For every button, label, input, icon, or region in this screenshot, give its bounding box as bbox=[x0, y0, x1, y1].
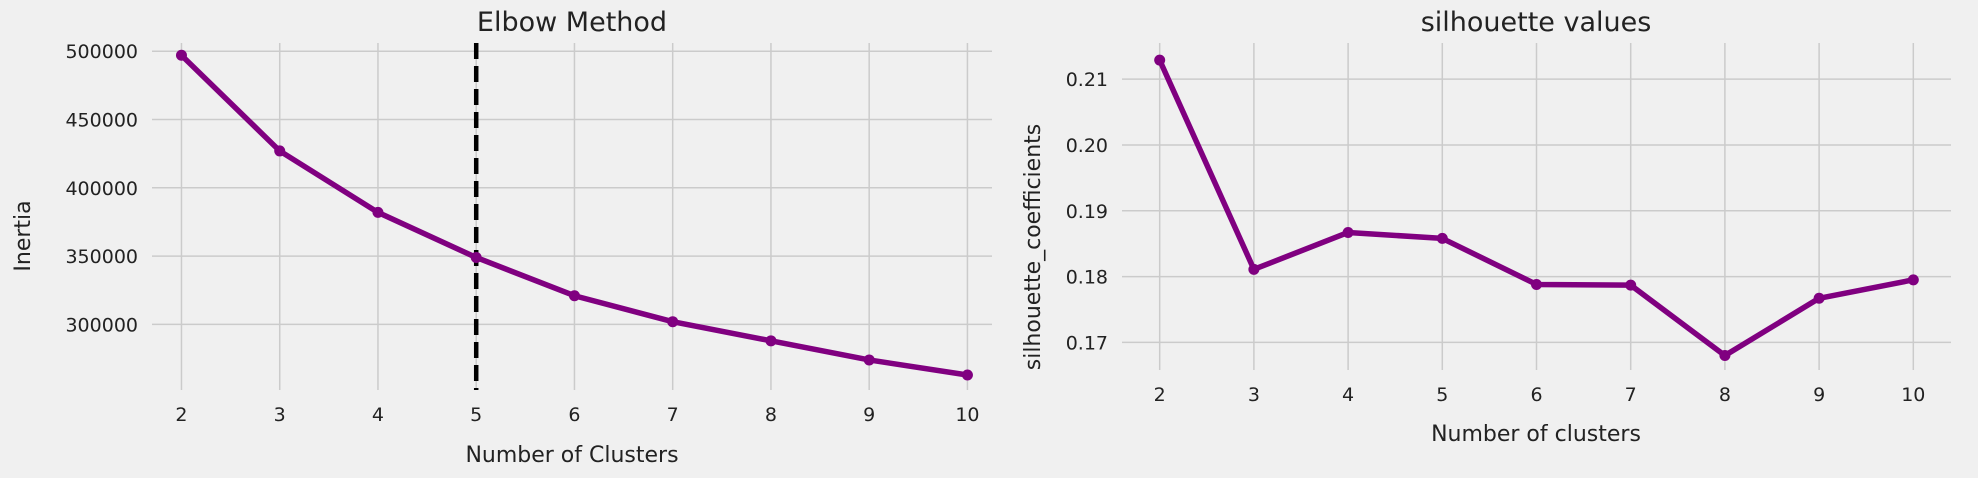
elbow-x-label: Number of Clusters bbox=[465, 443, 678, 468]
elbow-data-point bbox=[961, 369, 973, 381]
elbow-y-ticks: 300000 350000 400000 450000 500000 bbox=[65, 41, 138, 336]
silhouette-y-ticks: 0.17 0.18 0.19 0.20 0.21 bbox=[1066, 69, 1108, 354]
silhouette-x-tick-label: 2 bbox=[1154, 384, 1166, 406]
silhouette-x-tick-label: 6 bbox=[1530, 384, 1542, 406]
elbow-y-tick-label: 350000 bbox=[65, 246, 138, 268]
silhouette-data-point bbox=[1436, 232, 1448, 244]
silhouette-chart: 2 3 4 5 6 7 8 9 10 0.17 0.18 0.19 0.20 0.21 silhouet… bbox=[1021, 7, 1951, 447]
silhouette-x-label: Number of clusters bbox=[1431, 422, 1641, 447]
silhouette-x-ticks: 2 3 4 5 6 7 8 9 10 bbox=[1154, 384, 1926, 406]
silhouette-y-tick-label: 0.20 bbox=[1066, 135, 1108, 157]
silhouette-x-tick-label: 3 bbox=[1248, 384, 1260, 406]
silhouette-data-point bbox=[1154, 54, 1166, 66]
elbow-data-point bbox=[667, 316, 679, 328]
elbow-x-tick-label: 4 bbox=[372, 404, 384, 426]
silhouette-x-tick-label: 4 bbox=[1342, 384, 1354, 406]
elbow-x-tick-label: 2 bbox=[175, 404, 187, 426]
elbow-data-point bbox=[470, 251, 482, 263]
elbow-x-tick-label: 3 bbox=[274, 404, 286, 426]
elbow-y-tick-label: 400000 bbox=[65, 178, 138, 200]
elbow-chart: 2 3 4 5 6 7 8 9 10 300000 350000 400000 450000 50000… bbox=[11, 7, 992, 468]
elbow-grid bbox=[152, 43, 992, 390]
silhouette-grid bbox=[1122, 43, 1951, 370]
elbow-points bbox=[175, 49, 973, 381]
silhouette-data-point bbox=[1342, 226, 1354, 238]
silhouette-y-tick-label: 0.21 bbox=[1066, 69, 1108, 91]
elbow-y-tick-label: 300000 bbox=[65, 314, 138, 336]
elbow-data-point bbox=[175, 49, 187, 61]
elbow-data-point bbox=[765, 335, 777, 347]
elbow-x-tick-label: 9 bbox=[863, 404, 875, 426]
silhouette-data-point bbox=[1625, 279, 1637, 291]
silhouette-data-point bbox=[1719, 350, 1731, 362]
silhouette-title: silhouette values bbox=[1421, 7, 1652, 38]
elbow-x-tick-label: 7 bbox=[667, 404, 679, 426]
elbow-data-point bbox=[568, 290, 580, 302]
silhouette-points bbox=[1154, 54, 1919, 362]
silhouette-x-tick-label: 9 bbox=[1813, 384, 1825, 406]
silhouette-y-label: silhouette_coefficients bbox=[1021, 124, 1046, 371]
silhouette-data-point bbox=[1907, 274, 1919, 286]
elbow-x-tick-label: 6 bbox=[568, 404, 580, 426]
elbow-y-tick-label: 500000 bbox=[65, 41, 138, 63]
elbow-x-tick-label: 8 bbox=[765, 404, 777, 426]
silhouette-y-tick-label: 0.17 bbox=[1066, 332, 1108, 354]
elbow-data-point bbox=[372, 206, 384, 218]
silhouette-x-tick-label: 7 bbox=[1625, 384, 1637, 406]
elbow-y-tick-label: 450000 bbox=[65, 110, 138, 132]
elbow-title: Elbow Method bbox=[477, 7, 667, 38]
elbow-x-ticks: 2 3 4 5 6 7 8 9 10 bbox=[175, 404, 979, 426]
elbow-data-point bbox=[863, 354, 875, 366]
elbow-x-tick-label: 5 bbox=[470, 404, 482, 426]
silhouette-y-tick-label: 0.18 bbox=[1066, 267, 1108, 289]
elbow-data-point bbox=[274, 145, 286, 157]
elbow-y-label: Inertia bbox=[11, 200, 36, 271]
silhouette-data-point bbox=[1531, 278, 1542, 290]
silhouette-x-tick-label: 10 bbox=[1901, 384, 1925, 406]
elbow-x-tick-label: 10 bbox=[955, 404, 979, 426]
silhouette-y-tick-label: 0.19 bbox=[1066, 201, 1108, 223]
silhouette-data-point bbox=[1248, 263, 1260, 275]
silhouette-x-tick-label: 8 bbox=[1719, 384, 1731, 406]
silhouette-data-point bbox=[1813, 292, 1825, 304]
silhouette-x-tick-label: 5 bbox=[1436, 384, 1448, 406]
